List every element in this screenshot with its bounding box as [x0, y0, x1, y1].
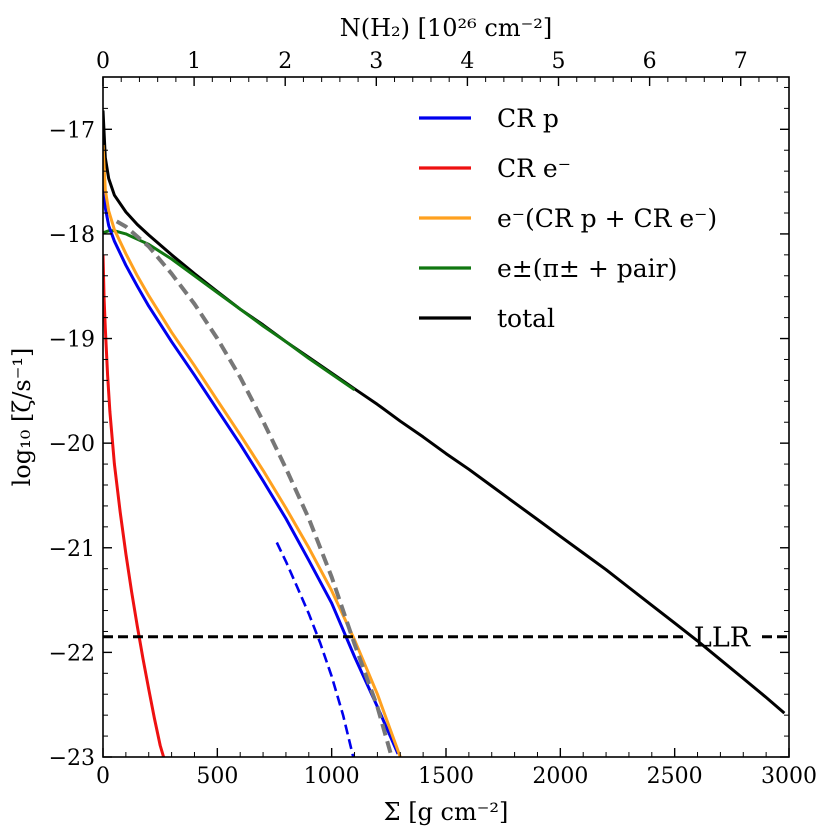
- y-tick-label: −19: [49, 328, 95, 353]
- top-axis-title: N(H₂) [10²⁶ cm⁻²]: [340, 14, 553, 42]
- legend-label-cr_p: CR p: [497, 104, 559, 133]
- annotations: LLR: [103, 623, 789, 654]
- series-cr_p_dash: [275, 541, 355, 757]
- top-tick-label: 4: [460, 49, 474, 74]
- top-tick-label: 2: [278, 49, 292, 74]
- top-tick-label: 1: [187, 49, 201, 74]
- y-tick-label: −23: [49, 746, 95, 771]
- plot-frame: [102, 76, 790, 758]
- legend: CR p CR e⁻ e⁻(CR p + CR e⁻) e±(π± + pair) to…: [419, 104, 717, 333]
- y-tick-label: −17: [49, 118, 95, 143]
- top-tick-label: 3: [369, 49, 383, 74]
- x-axis-ticks: 0 500 1000 1500 2000 2500 3000: [96, 748, 817, 789]
- top-axis-ticks: 0 1 2 3 4 5 6 7: [96, 49, 778, 86]
- series-total: [103, 110, 786, 715]
- x-tick-label: 3000: [761, 764, 817, 789]
- legend-label-pion_pair: e±(π± + pair): [497, 254, 677, 283]
- legend-label-total: total: [497, 304, 555, 333]
- top-tick-label: 6: [643, 49, 657, 74]
- y-tick-label: −20: [49, 432, 95, 457]
- series-cr_e: [103, 254, 166, 757]
- top-tick-label: 7: [734, 49, 748, 74]
- y-tick-label: −21: [49, 537, 95, 562]
- x-tick-label: 2000: [532, 764, 588, 789]
- top-tick-label: 0: [96, 49, 110, 74]
- x-tick-label: 1500: [418, 764, 474, 789]
- top-tick-label: 5: [552, 49, 566, 74]
- series-e_sec: [103, 144, 402, 757]
- x-tick-label: 500: [196, 764, 238, 789]
- llr-label: LLR: [694, 623, 751, 654]
- series-gray_dash: [115, 219, 394, 756]
- curves-layer: [103, 110, 786, 757]
- legend-label-cr_e: CR e⁻: [497, 154, 571, 183]
- x-tick-label: 1000: [304, 764, 360, 789]
- x-tick-label: 2500: [647, 764, 703, 789]
- x-tick-label: 0: [96, 764, 110, 789]
- y-axis-title: log₁₀ [ζ/s⁻¹]: [8, 348, 36, 487]
- y-axis-ticks: −23 −22 −21 −20 −19 −18 −17: [49, 86, 789, 771]
- series-pion_pair: [103, 229, 356, 392]
- x-axis-title: Σ [g cm⁻²]: [384, 798, 509, 826]
- legend-label-e_sec: e⁻(CR p + CR e⁻): [497, 204, 717, 233]
- series-cr_p: [103, 165, 400, 755]
- y-tick-label: −22: [49, 641, 95, 666]
- y-tick-label: −18: [49, 223, 95, 248]
